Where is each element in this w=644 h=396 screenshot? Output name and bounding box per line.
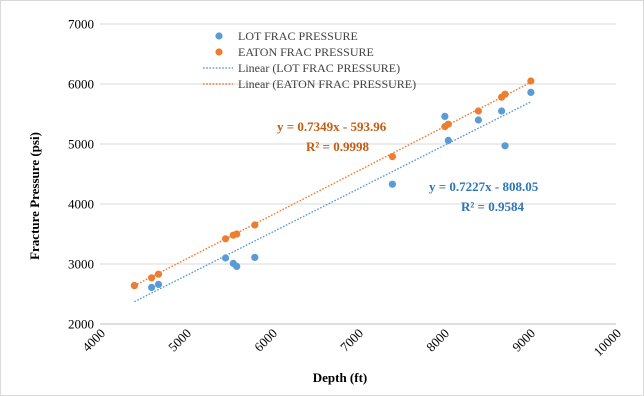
x-tick-label: 5000	[165, 326, 194, 355]
point-layer	[130, 77, 535, 291]
data-point	[527, 88, 535, 96]
data-point	[474, 107, 482, 115]
trendline	[134, 81, 532, 287]
legend-marker-eaton	[215, 48, 223, 56]
y-axis-label: Fracture Pressure (psi)	[27, 132, 42, 260]
data-point	[233, 230, 241, 238]
data-point	[388, 153, 396, 161]
legend-marker-lot	[215, 32, 223, 40]
trendline	[134, 101, 532, 303]
legend-label-eaton: EATON FRAC PRESSURE	[238, 45, 374, 59]
legend-label-lot-trend: Linear (LOT FRAC PRESSURE)	[238, 61, 400, 75]
lot-r2-label: R² = 0.9584	[461, 199, 524, 214]
x-tick-label: 8000	[423, 326, 452, 355]
data-point	[251, 253, 259, 261]
x-axis-label: Depth (ft)	[313, 370, 368, 385]
legend-label-eaton-trend: Linear (EATON FRAC PRESSURE)	[238, 77, 416, 91]
lot-equation-label: y = 0.7227x - 808.05	[429, 179, 539, 194]
x-tick-label: 6000	[251, 326, 280, 355]
y-tick-label: 4000	[68, 197, 94, 212]
data-point	[501, 142, 509, 150]
data-point	[148, 274, 156, 282]
data-point	[527, 77, 535, 85]
data-point	[154, 280, 163, 288]
data-point	[251, 221, 259, 229]
legend: LOT FRAC PRESSURE EATON FRAC PRESSURE Li…	[203, 29, 416, 91]
y-tick-label: 2000	[68, 317, 94, 332]
y-tick-label: 7000	[68, 17, 94, 32]
data-point	[221, 254, 230, 262]
trendline-layer	[134, 81, 532, 303]
eaton-equation-label: y = 0.7349x - 593.96	[277, 119, 387, 134]
data-point	[444, 136, 452, 144]
data-point	[130, 282, 138, 290]
data-point	[474, 116, 482, 124]
y-tick-label: 3000	[68, 257, 94, 272]
data-point	[498, 107, 506, 115]
data-point	[388, 180, 396, 188]
data-point	[501, 90, 509, 98]
legend-label-lot: LOT FRAC PRESSURE	[238, 29, 358, 43]
data-point	[154, 270, 163, 278]
data-point	[233, 262, 241, 270]
x-tick-label: 7000	[337, 326, 366, 355]
grid-layer	[100, 23, 616, 265]
x-tick-label: 10000	[591, 326, 625, 360]
data-point	[441, 112, 449, 120]
y-tick-label: 5000	[68, 137, 94, 152]
eaton-r2-label: R² = 0.9998	[306, 139, 369, 154]
trendline-annotations: y = 0.7349x - 593.96 R² = 0.9998 y = 0.7…	[277, 119, 539, 214]
x-tick-label: 9000	[509, 326, 538, 355]
data-point	[148, 283, 156, 291]
data-point	[221, 235, 230, 243]
data-point	[444, 120, 452, 128]
y-tick-label: 6000	[68, 77, 94, 92]
